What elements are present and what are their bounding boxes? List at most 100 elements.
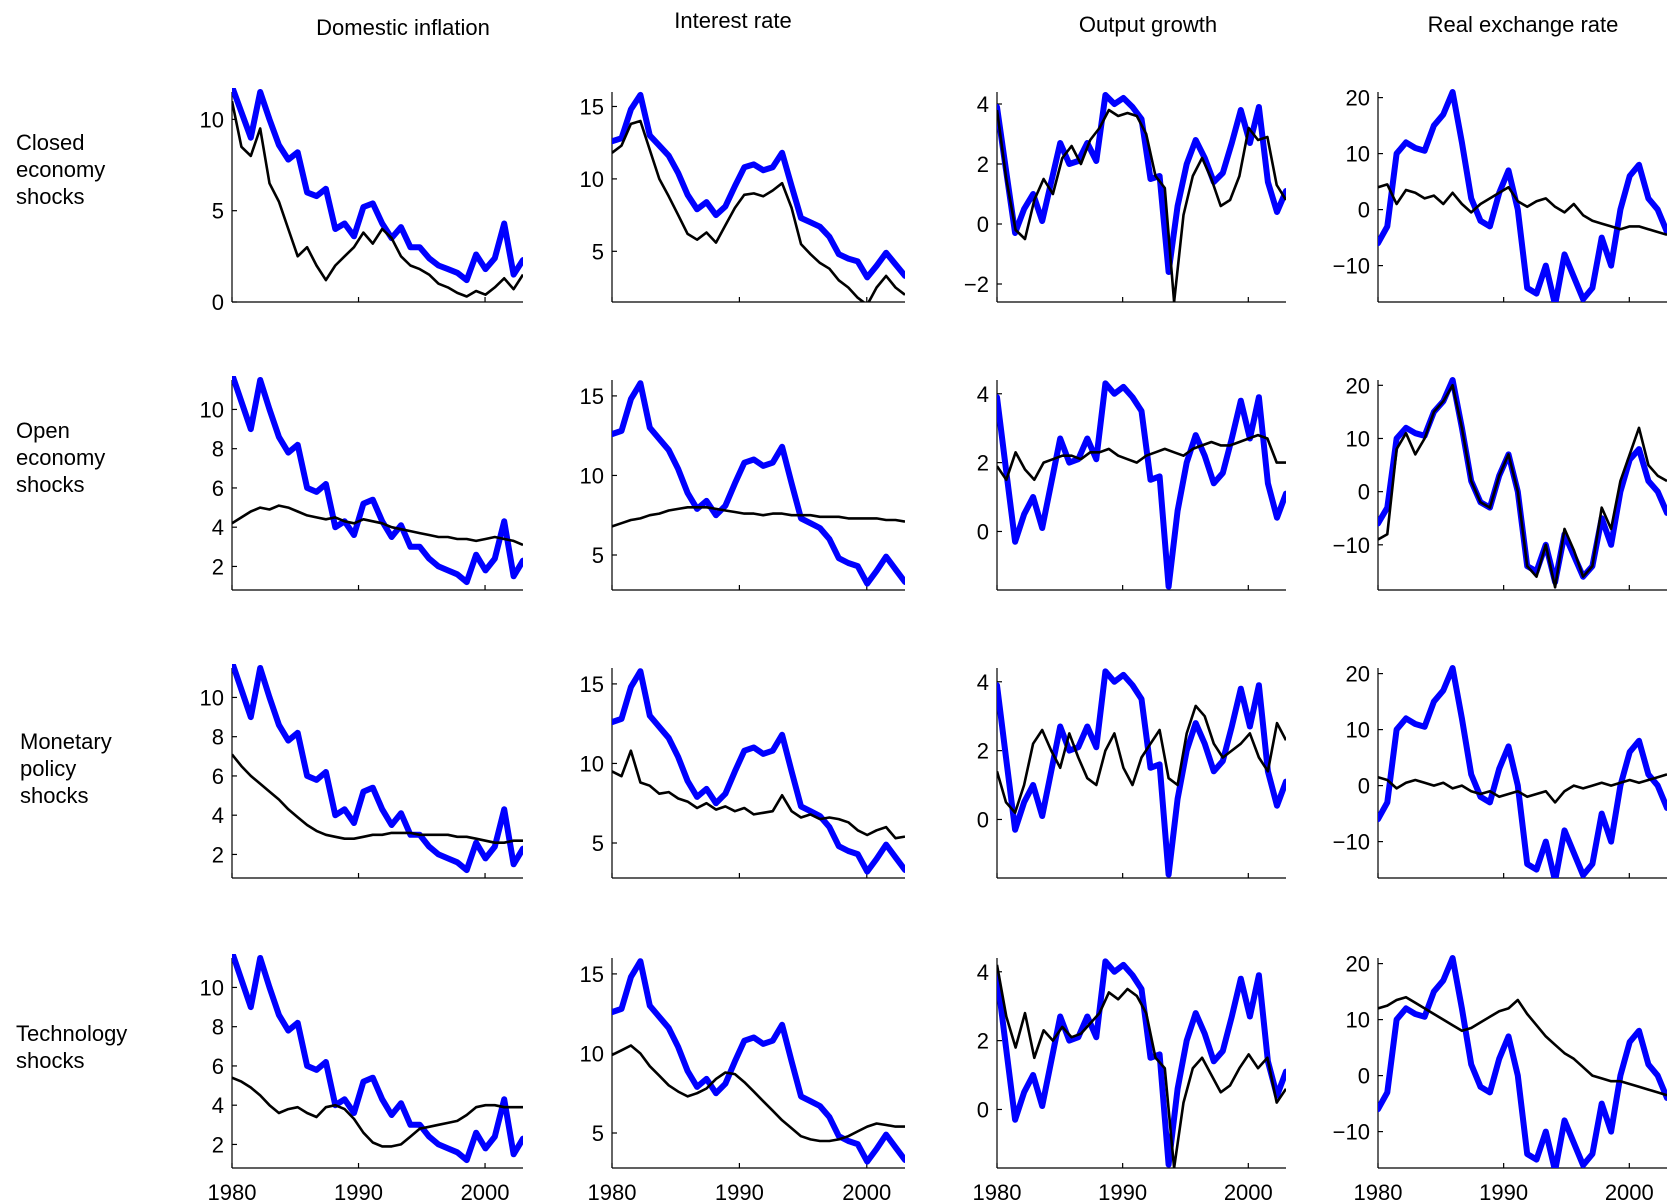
y-tick-label: 2 <box>977 1029 989 1054</box>
series-model-line <box>1378 773 1667 804</box>
series-model-line <box>612 506 905 528</box>
series-model-line <box>997 433 1286 482</box>
y-tick-label: 0 <box>977 1097 989 1122</box>
y-tick-label: 10 <box>580 463 604 488</box>
y-tick-label: 4 <box>977 960 989 985</box>
y-tick-label: 4 <box>212 803 224 828</box>
y-tick-label: 4 <box>977 382 989 407</box>
y-tick-label: 2 <box>977 152 989 177</box>
y-tick-label: 15 <box>580 94 604 119</box>
series-actual-line <box>1378 377 1667 585</box>
series-model-line <box>612 1044 905 1143</box>
y-tick-label: 2 <box>212 842 224 867</box>
series-actual-line <box>232 664 523 874</box>
y-tick-label: 10 <box>1346 718 1370 743</box>
y-tick-label: 20 <box>1346 373 1370 398</box>
y-tick-label: −10 <box>1333 1120 1370 1145</box>
y-tick-label: 8 <box>212 725 224 750</box>
row-label-line: economy <box>16 157 105 182</box>
panel-closed-economy-interest-rate: 5 10 15 <box>580 91 905 303</box>
y-tick-label: 10 <box>200 397 224 422</box>
y-tick-label: 10 <box>200 107 224 132</box>
series-model-line <box>232 504 523 547</box>
panel-monetary-policy-real-exchange-rate: −10 0 10 20 <box>1333 662 1667 879</box>
row-label-technology: Technology shocks <box>16 1021 127 1073</box>
panel-open-economy-domestic-inflation: 2 4 6 8 10 <box>200 376 523 591</box>
y-tick-label: 10 <box>1346 142 1370 167</box>
panel-open-economy-real-exchange-rate: −10 0 10 20 <box>1333 373 1667 591</box>
series-actual-line <box>232 376 523 586</box>
series-model-line <box>1378 995 1667 1097</box>
y-tick-label: 10 <box>200 685 224 710</box>
series-model-line <box>232 100 523 298</box>
x-tick-label: 1990 <box>334 1180 383 1202</box>
panel-technology-output-growth: 0 2 4 1980 1990 2000 <box>973 958 1286 1202</box>
x-tick-label: 2000 <box>461 1180 510 1202</box>
y-tick-label: 4 <box>977 670 989 695</box>
y-tick-label: 5 <box>212 199 224 224</box>
y-tick-label: 20 <box>1346 662 1370 687</box>
y-tick-label: 20 <box>1346 952 1370 977</box>
series-model-line <box>232 753 523 844</box>
x-tick-label: 2000 <box>1224 1180 1273 1202</box>
y-tick-label: 10 <box>580 167 604 192</box>
y-tick-label: 4 <box>212 515 224 540</box>
y-tick-label: 0 <box>977 807 989 832</box>
panel-open-economy-output-growth: 0 2 4 <box>977 380 1286 591</box>
y-tick-label: 15 <box>580 672 604 697</box>
panel-closed-economy-output-growth: −2 0 2 4 <box>964 92 1286 303</box>
series-actual-line <box>612 91 905 281</box>
y-tick-label: 2 <box>212 1132 224 1157</box>
series-actual-line <box>612 958 905 1165</box>
y-tick-label: 5 <box>592 239 604 264</box>
series-model-line <box>1378 384 1667 589</box>
series-actual-line <box>1378 955 1667 1168</box>
x-tick-label: 2000 <box>1605 1180 1654 1202</box>
panel-closed-economy-domestic-inflation: 0 5 10 <box>200 88 523 315</box>
panel-monetary-policy-output-growth: 0 2 4 <box>977 668 1286 879</box>
row-label-line: policy <box>20 756 76 781</box>
row-label-open-economy: Open economy shocks <box>16 418 105 497</box>
series-actual-line <box>1378 665 1667 878</box>
panel-technology-domestic-inflation: 2 4 6 8 10 1980 1990 2000 <box>200 954 523 1202</box>
series-model-line <box>997 108 1286 302</box>
series-actual-line <box>612 668 905 875</box>
x-tick-label: 1990 <box>715 1180 764 1202</box>
y-tick-label: 10 <box>1346 426 1370 451</box>
y-tick-label: 4 <box>212 1093 224 1118</box>
y-tick-label: 6 <box>212 1054 224 1079</box>
y-tick-label: 0 <box>1358 480 1370 505</box>
series-model-line <box>997 704 1286 814</box>
series-actual-line <box>997 958 1286 1168</box>
series-model-line <box>612 119 905 302</box>
y-tick-label: 6 <box>212 476 224 501</box>
y-tick-label: 5 <box>592 1121 604 1146</box>
y-tick-label: 4 <box>977 92 989 117</box>
series-actual-line <box>997 380 1286 590</box>
x-tick-label: 1980 <box>208 1180 257 1202</box>
column-title-real-exchange-rate: Real exchange rate <box>1428 12 1619 37</box>
row-label-line: Closed <box>16 130 84 155</box>
y-tick-label: 10 <box>580 751 604 776</box>
y-tick-label: −10 <box>1333 830 1370 855</box>
row-label-closed-economy: Closed economy shocks <box>16 130 105 209</box>
y-tick-label: 0 <box>1358 774 1370 799</box>
y-tick-label: 0 <box>977 212 989 237</box>
series-model-line <box>612 749 905 840</box>
panel-monetary-policy-interest-rate: 5 10 15 <box>580 668 905 879</box>
row-label-line: shocks <box>20 783 88 808</box>
series-model-line <box>997 964 1286 1168</box>
y-tick-label: 6 <box>212 764 224 789</box>
y-tick-label: 20 <box>1346 86 1370 111</box>
y-tick-label: 0 <box>212 290 224 315</box>
series-actual-line <box>232 88 523 284</box>
y-tick-label: 2 <box>977 739 989 764</box>
row-label-line: Monetary <box>20 729 112 754</box>
panel-open-economy-interest-rate: 5 10 15 <box>580 380 905 591</box>
x-tick-label: 1980 <box>588 1180 637 1202</box>
panel-monetary-policy-domestic-inflation: 2 4 6 8 10 <box>200 664 523 879</box>
series-model-line <box>1378 183 1667 237</box>
series-model-line <box>232 1076 523 1148</box>
y-tick-label: 8 <box>212 437 224 462</box>
series-actual-line <box>1378 89 1667 302</box>
